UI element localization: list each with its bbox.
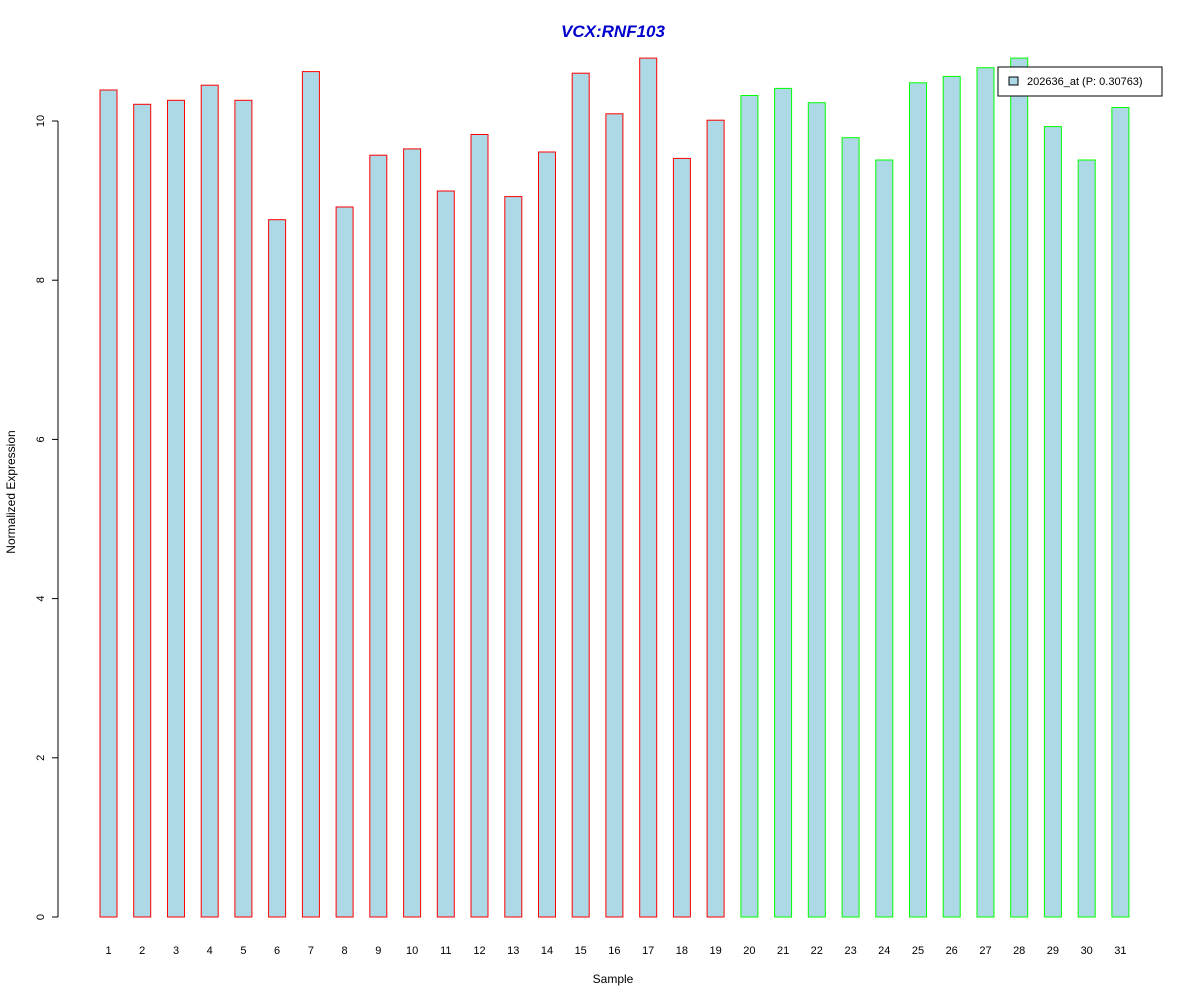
bar-sample-20 <box>740 95 759 918</box>
x-tick-label: 29 <box>1047 945 1059 957</box>
bar-sample-30 <box>1077 159 1096 918</box>
x-tick-label: 3 <box>173 945 179 957</box>
x-tick-label: 14 <box>541 945 553 957</box>
legend-swatch <box>1008 76 1019 86</box>
bar-sample-6 <box>268 219 287 918</box>
bar-sample-27 <box>976 67 995 918</box>
x-tick-label: 17 <box>642 945 654 957</box>
bar-sample-7 <box>301 71 320 918</box>
x-tick-label: 7 <box>308 945 314 957</box>
bar-sample-26 <box>942 75 961 918</box>
x-tick-label: 20 <box>743 945 755 957</box>
x-tick-label: 4 <box>207 945 213 957</box>
bar-sample-2 <box>133 103 152 918</box>
bar-sample-18 <box>672 157 691 918</box>
y-tick-label: 6 <box>35 436 47 442</box>
x-tick-label: 19 <box>709 945 721 957</box>
chart-title: VCX:RNF103 <box>561 22 665 41</box>
bar-sample-4 <box>200 84 219 918</box>
bar-sample-9 <box>369 154 388 918</box>
bar-sample-12 <box>470 134 489 918</box>
y-tick-label: 2 <box>35 755 47 761</box>
x-tick-label: 16 <box>608 945 620 957</box>
x-tick-label: 18 <box>676 945 688 957</box>
x-tick-label: 2 <box>139 945 145 957</box>
bar-sample-13 <box>504 196 523 918</box>
bar-sample-19 <box>706 119 725 918</box>
x-tick-label: 13 <box>507 945 519 957</box>
y-axis-ticks: 0 2 4 6 8 10 <box>35 115 58 920</box>
x-tick-label: 11 <box>440 945 451 957</box>
bar-sample-23 <box>841 137 860 918</box>
x-tick-label: 27 <box>979 945 991 957</box>
x-tick-label: 6 <box>274 945 280 957</box>
legend-box <box>997 66 1163 97</box>
x-tick-label: 8 <box>342 945 348 957</box>
x-tick-label: 9 <box>375 945 381 957</box>
x-tick-label: 24 <box>878 945 890 957</box>
y-tick-label: 4 <box>35 596 47 602</box>
bar-sample-22 <box>807 102 826 918</box>
x-axis-label: Sample <box>593 972 634 986</box>
bar-sample-28 <box>1010 57 1029 918</box>
x-tick-label: 28 <box>1013 945 1025 957</box>
bar-sample-29 <box>1043 126 1062 918</box>
y-tick-label: 8 <box>35 277 47 283</box>
bar-sample-25 <box>909 82 927 918</box>
bar-sample-15 <box>571 72 590 918</box>
x-tick-label: 23 <box>844 945 856 957</box>
x-tick-label: 25 <box>912 945 924 957</box>
x-tick-label: 5 <box>240 945 246 957</box>
x-tick-label: 21 <box>777 945 789 957</box>
bar-sample-1 <box>99 89 118 918</box>
bar-sample-11 <box>436 190 455 918</box>
bar-sample-8 <box>335 206 354 918</box>
y-tick-label: 0 <box>35 914 47 920</box>
bar-sample-3 <box>167 99 185 918</box>
x-tick-label: 31 <box>1114 945 1126 957</box>
x-tick-label: 30 <box>1081 945 1093 957</box>
legend: 202636_at (P: 0.30763) <box>997 66 1163 97</box>
bar-sample-24 <box>875 159 894 918</box>
bar-sample-31 <box>1111 107 1130 918</box>
y-axis-label: Normalized Expression <box>4 430 18 553</box>
x-tick-label: 22 <box>811 945 823 957</box>
x-axis-ticks: 1 2 3 4 5 6 7 8 9 10 11 12 13 14 15 16 17 18 19 20 21 22 23 24 2… <box>105 945 1126 957</box>
bar-sample-10 <box>403 148 422 918</box>
x-tick-label: 12 <box>473 945 485 957</box>
x-tick-label: 10 <box>406 945 418 957</box>
bar-sample-21 <box>774 87 793 918</box>
legend-label: 202636_at (P: 0.30763) <box>1027 76 1143 88</box>
x-tick-label: 15 <box>575 945 587 957</box>
bar-sample-5 <box>234 99 253 918</box>
bar-sample-16 <box>605 113 624 918</box>
bar-sample-17 <box>639 57 658 918</box>
x-tick-label: 26 <box>946 945 958 957</box>
bar-sample-14 <box>538 151 556 918</box>
y-tick-label: 10 <box>35 115 47 127</box>
x-tick-label: 1 <box>105 945 111 957</box>
bars <box>99 57 1130 918</box>
